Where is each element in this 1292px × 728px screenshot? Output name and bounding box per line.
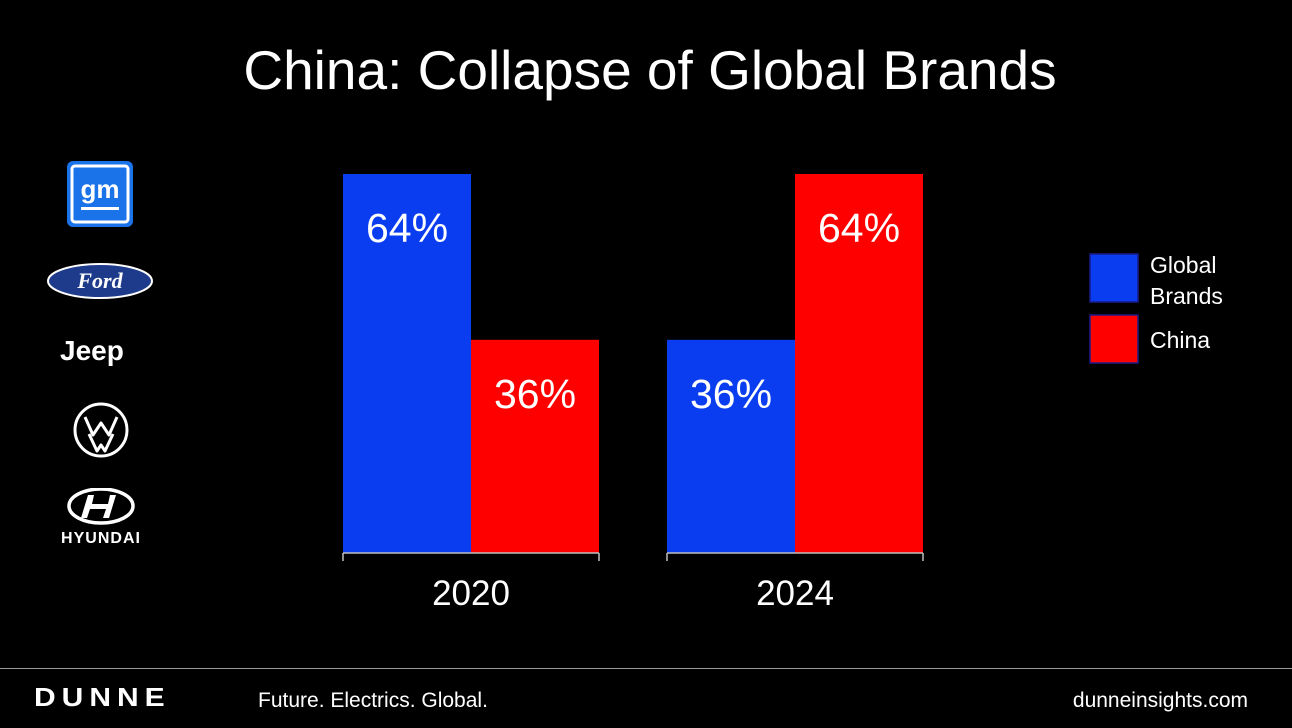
bar-2024-china <box>795 174 923 553</box>
footer-url[interactable]: dunneinsights.com <box>1072 689 1248 712</box>
jeep-logo: Jeep <box>60 335 124 366</box>
bar-2020-china <box>471 339 599 553</box>
hyundai-logo: HYUNDAI <box>61 488 141 547</box>
gm-logo-text: gm <box>81 174 120 204</box>
footer-brand: DUNNE <box>34 684 171 713</box>
vw-logo <box>73 402 129 458</box>
jeep-logo-text: Jeep <box>60 335 124 366</box>
chart-title: China: Collapse of Global Brands <box>243 39 1057 101</box>
gm-logo: gm <box>67 161 133 227</box>
ford-logo-text: Ford <box>76 268 123 293</box>
x-tick-label-2024: 2024 <box>756 574 834 613</box>
x-tick-label-2020: 2020 <box>432 574 510 613</box>
ford-logo: Ford <box>47 263 153 299</box>
data-label-2020-global-brands: 64% <box>366 205 448 251</box>
data-label-2020-china: 36% <box>494 371 576 417</box>
data-label-2024-china: 64% <box>818 205 900 251</box>
legend-label-china: China <box>1150 327 1210 353</box>
footer-divider <box>0 668 1292 669</box>
footer-tagline: Future. Electrics. Global. <box>258 689 488 712</box>
legend-swatch-global-brands <box>1089 253 1139 303</box>
legend-swatch-china <box>1089 314 1139 364</box>
bar-2024-global-brands <box>667 339 795 553</box>
legend-label-global-brands: Global Brands <box>1150 252 1223 309</box>
data-label-2024-global-brands: 36% <box>690 371 772 417</box>
bar-2020-global-brands <box>343 174 471 553</box>
hyundai-logo-text: HYUNDAI <box>61 530 141 547</box>
